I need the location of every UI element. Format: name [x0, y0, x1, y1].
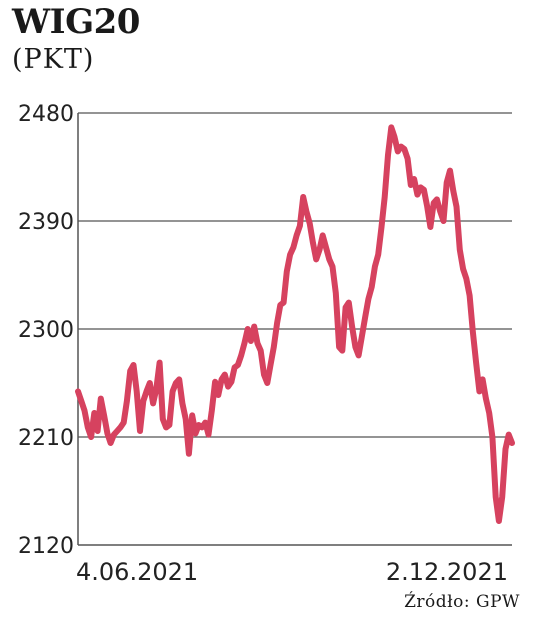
gridlines [78, 112, 512, 438]
x-tick-label: 2.12.2021 [386, 558, 508, 586]
y-tick-label: 2300 [18, 318, 74, 343]
series-group [75, 124, 515, 524]
x-tick-label: 4.06.2021 [76, 558, 198, 586]
y-tick-label: 2210 [18, 426, 74, 451]
chart-title: WIG20 [12, 2, 140, 42]
y-axis-ticks: 2480 2390 2300 2210 2120 [18, 102, 74, 559]
x-axis-ticks: 4.06.2021 2.12.2021 [76, 558, 508, 586]
series-line [75, 124, 515, 524]
y-tick-label: 2480 [18, 102, 74, 127]
y-tick-label: 2390 [18, 210, 74, 235]
chart-unit-label: (PKT) [12, 44, 95, 75]
y-tick-label: 2120 [18, 534, 74, 559]
source-note: Źródło: GPW [404, 592, 520, 612]
